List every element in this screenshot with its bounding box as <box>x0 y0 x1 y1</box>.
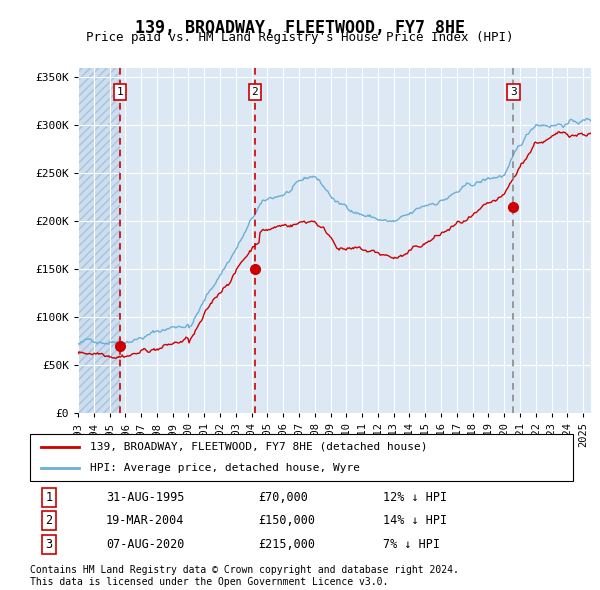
Text: 12% ↓ HPI: 12% ↓ HPI <box>383 490 447 504</box>
Text: 3: 3 <box>510 87 517 97</box>
Text: 139, BROADWAY, FLEETWOOD, FY7 8HE (detached house): 139, BROADWAY, FLEETWOOD, FY7 8HE (detac… <box>90 442 427 452</box>
Text: 1: 1 <box>46 490 53 504</box>
Text: HPI: Average price, detached house, Wyre: HPI: Average price, detached house, Wyre <box>90 463 360 473</box>
Text: This data is licensed under the Open Government Licence v3.0.: This data is licensed under the Open Gov… <box>30 577 388 587</box>
Text: 1: 1 <box>117 87 124 97</box>
Text: 7% ↓ HPI: 7% ↓ HPI <box>383 537 440 551</box>
Text: 14% ↓ HPI: 14% ↓ HPI <box>383 514 447 527</box>
Text: 2: 2 <box>251 87 258 97</box>
Bar <box>78 68 120 413</box>
Text: 2: 2 <box>46 514 53 527</box>
Text: £150,000: £150,000 <box>258 514 315 527</box>
Text: 07-AUG-2020: 07-AUG-2020 <box>106 537 184 551</box>
Text: £70,000: £70,000 <box>258 490 308 504</box>
FancyBboxPatch shape <box>30 434 573 481</box>
Text: 19-MAR-2004: 19-MAR-2004 <box>106 514 184 527</box>
Text: 139, BROADWAY, FLEETWOOD, FY7 8HE: 139, BROADWAY, FLEETWOOD, FY7 8HE <box>135 19 465 37</box>
Text: £215,000: £215,000 <box>258 537 315 551</box>
Text: 31-AUG-1995: 31-AUG-1995 <box>106 490 184 504</box>
Text: Price paid vs. HM Land Registry's House Price Index (HPI): Price paid vs. HM Land Registry's House … <box>86 31 514 44</box>
Text: 3: 3 <box>46 537 53 551</box>
Text: Contains HM Land Registry data © Crown copyright and database right 2024.: Contains HM Land Registry data © Crown c… <box>30 565 459 575</box>
